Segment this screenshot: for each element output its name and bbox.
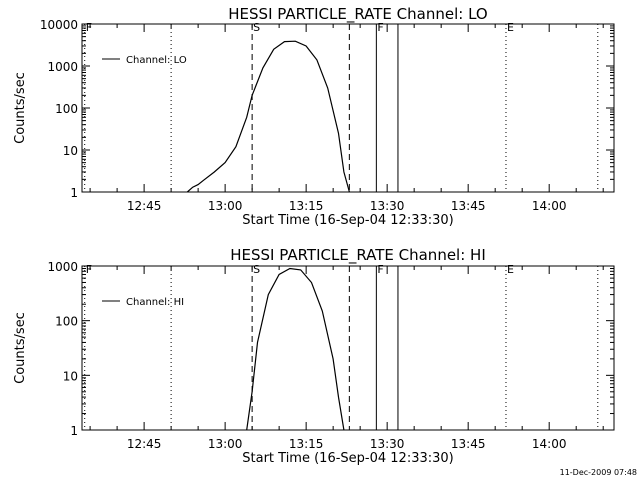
chart-title: HESSI PARTICLE_RATE Channel: HI	[230, 246, 486, 265]
marker-label-f: F	[377, 21, 383, 34]
footer-timestamp: 11-Dec-2009 07:48	[560, 468, 637, 477]
y-tick-label: 10	[63, 144, 78, 158]
chart-title: HESSI PARTICLE_RATE Channel: LO	[228, 5, 487, 24]
marker-label-s: S	[253, 263, 260, 276]
x-tick-label: 13:15	[289, 199, 324, 213]
plot-frame	[81, 265, 615, 431]
legend-label: Channel: LO	[126, 55, 187, 66]
x-tick-label: 13:00	[208, 199, 243, 213]
y-tick-label: 100	[55, 102, 78, 116]
y-axis-label: Counts/sec	[13, 72, 28, 144]
y-tick-label: 10000	[40, 18, 78, 32]
y-tick-label: 1	[70, 424, 78, 438]
series-line-1	[186, 40, 350, 193]
y-tick-label: 1000	[47, 260, 78, 274]
y-tick-label: 1	[70, 186, 78, 200]
chart-panels: HESSI PARTICLE_RATE Channel: LOF S F E12:45…	[13, 5, 615, 466]
marker-label-s: S	[253, 21, 260, 34]
x-tick-label: 14:00	[532, 199, 567, 213]
chart-panel-1: HESSI PARTICLE_RATE Channel: LOF S F E12:45…	[13, 5, 615, 228]
x-tick-label: 13:30	[370, 199, 405, 213]
marker-label-f: F	[377, 263, 383, 276]
marker-label-f: F	[86, 21, 92, 34]
x-axis-label: Start Time (16-Sep-04 12:33:30)	[242, 213, 453, 228]
x-tick-label: 13:45	[451, 199, 486, 213]
x-tick-label: 13:45	[451, 437, 486, 451]
marker-label-f: F	[86, 263, 92, 276]
marker-label-e: E	[507, 21, 514, 34]
x-tick-label: 13:30	[370, 437, 405, 451]
x-tick-label: 14:00	[532, 437, 567, 451]
chart-panel-2: HESSI PARTICLE_RATE Channel: HIF S F E12:45…	[13, 246, 615, 466]
x-tick-label: 12:45	[127, 199, 162, 213]
series-line-1	[246, 267, 345, 431]
x-tick-label: 13:15	[289, 437, 324, 451]
x-tick-label: 12:45	[127, 437, 162, 451]
y-axis-label: Counts/sec	[13, 312, 28, 384]
y-tick-label: 10	[63, 369, 78, 383]
y-tick-label: 100	[55, 315, 78, 329]
marker-label-e: E	[507, 263, 514, 276]
y-tick-label: 1000	[47, 60, 78, 74]
x-tick-label: 13:00	[208, 437, 243, 451]
x-axis-label: Start Time (16-Sep-04 12:33:30)	[242, 451, 453, 466]
legend-label: Channel: HI	[126, 297, 184, 308]
